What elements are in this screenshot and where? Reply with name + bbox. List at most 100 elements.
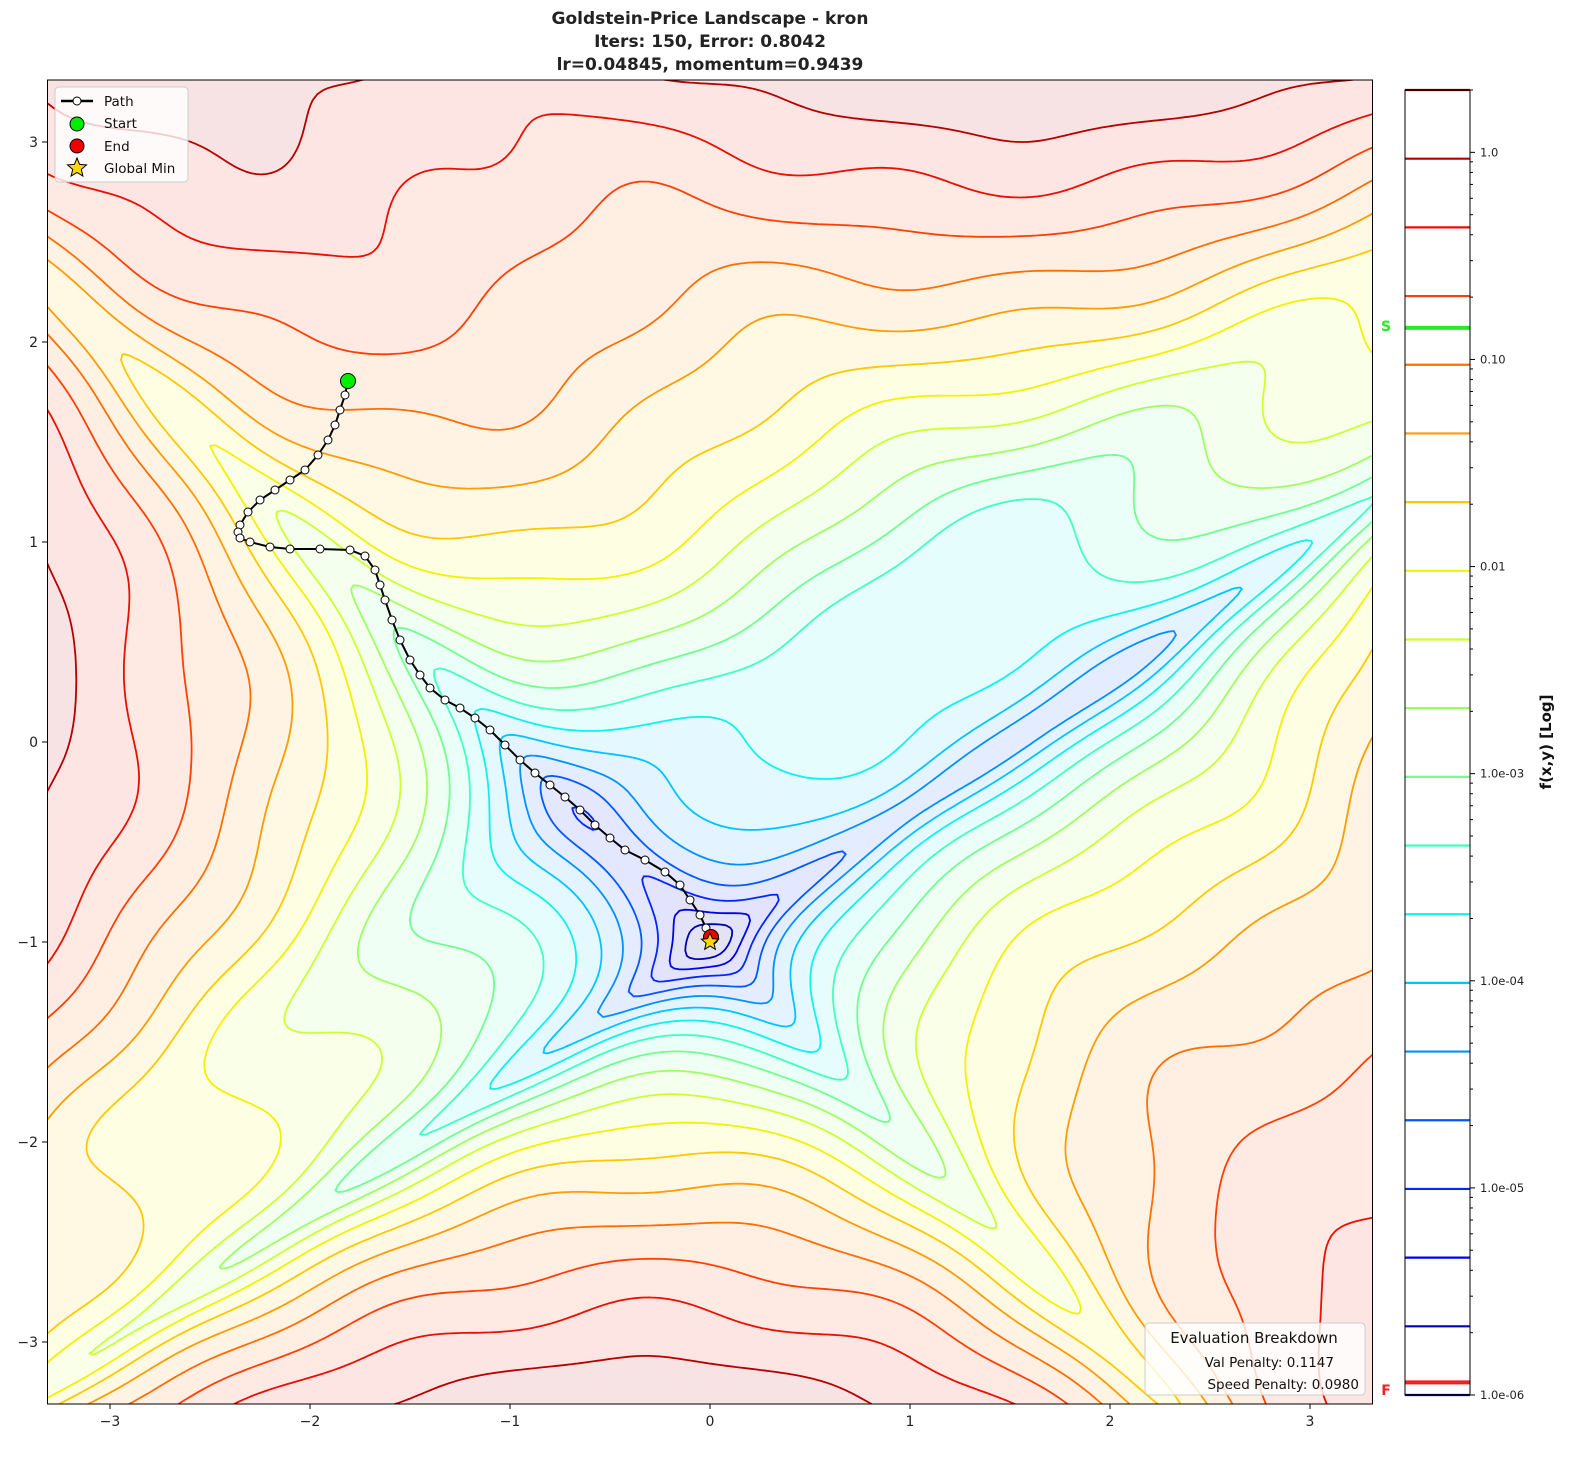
path-point xyxy=(300,465,310,475)
colorbar-tick-label: 0.10 xyxy=(1480,352,1506,366)
path-point xyxy=(330,420,340,430)
contour-level-16 xyxy=(47,146,1373,1404)
legend-path-label: Path xyxy=(104,94,134,110)
path-point xyxy=(313,450,323,460)
contour-level-8 xyxy=(419,496,1373,1136)
path-point xyxy=(455,703,465,713)
legend-start-label: Start xyxy=(104,116,137,132)
colorbar-tick-label: 1.0e-04 xyxy=(1480,974,1524,988)
path-point xyxy=(545,780,555,790)
optimizer-path xyxy=(233,373,720,951)
legend-box xyxy=(54,86,189,183)
path-point xyxy=(375,580,385,590)
path-point xyxy=(243,507,253,517)
colorbar-tick-label: 1.0e-05 xyxy=(1480,1181,1524,1195)
y-axis: −3 −2 −1 0 1 2 3 xyxy=(17,135,48,1351)
y-tick-label: 0 xyxy=(29,735,38,751)
contour-level-12 xyxy=(47,297,1373,1399)
plot-frame xyxy=(47,79,1373,1405)
path-point xyxy=(235,533,245,543)
path-point xyxy=(515,755,525,765)
path-point xyxy=(285,544,295,554)
path-point xyxy=(245,537,255,547)
chart-subtitle-iters: Iters: 150, Error: 0.8042 xyxy=(594,32,826,52)
y-tick-label: −2 xyxy=(17,1135,38,1151)
path-point xyxy=(335,405,345,415)
path-point xyxy=(415,670,425,680)
y-tick-label: −1 xyxy=(17,935,38,951)
colorbar-end-marker-label: F xyxy=(1381,1383,1391,1399)
contour-level-15 xyxy=(47,179,1373,1404)
path-point xyxy=(605,833,615,843)
contour-level-1 xyxy=(684,923,734,960)
legend-start-marker xyxy=(69,116,85,132)
legend-end-marker xyxy=(69,138,85,154)
path-point xyxy=(360,551,370,561)
y-tick-label: −3 xyxy=(17,1335,38,1351)
colorbar-frame xyxy=(1404,89,1471,1396)
contour-level-10 xyxy=(218,404,1373,1270)
chart-title: Goldstein-Price Landscape - kron xyxy=(552,9,869,29)
path-point xyxy=(323,435,333,445)
path-point xyxy=(640,855,650,865)
path-point xyxy=(485,725,495,735)
path-point xyxy=(380,595,390,605)
x-tick-label: 1 xyxy=(906,1414,915,1430)
legend: Path Start End Global Min xyxy=(54,86,189,183)
contour-level-11 xyxy=(88,360,1373,1356)
contour-level-6 xyxy=(498,586,1243,1055)
x-tick-label: −2 xyxy=(300,1414,321,1430)
colorbar-tick-label: 1.0e-03 xyxy=(1480,767,1524,781)
legend-path-marker xyxy=(72,96,82,106)
contour-level-4 xyxy=(539,775,847,998)
path-point xyxy=(660,867,670,877)
path-point xyxy=(590,820,600,830)
path-point xyxy=(340,390,350,400)
path-point xyxy=(685,895,695,905)
x-tick-label: 2 xyxy=(1106,1414,1115,1430)
path-point xyxy=(530,768,540,778)
evaluation-title: Evaluation Breakdown xyxy=(1170,1329,1338,1347)
global-min-star xyxy=(700,931,720,951)
path-point xyxy=(575,805,585,815)
colorbar-tick-label: 1.0e-06 xyxy=(1480,1388,1524,1402)
path-point xyxy=(285,475,295,485)
landscape-fill xyxy=(47,80,1372,1404)
path-point xyxy=(425,683,435,693)
path-point xyxy=(345,545,355,555)
path-point xyxy=(387,615,397,625)
contour-level-5 xyxy=(519,630,1177,1018)
path-point xyxy=(270,485,280,495)
contour-level-17 xyxy=(47,113,1373,1404)
contour-level-9 xyxy=(334,454,1373,1193)
colorbar-start-marker-label: S xyxy=(1381,319,1391,335)
colorbar: 1.0e-061.0e-051.0e-041.0e-030.010.101.0 … xyxy=(1381,88,1555,1402)
path-point xyxy=(265,542,275,552)
y-tick-label: 3 xyxy=(29,135,38,151)
evaluation-box: Evaluation Breakdown Val Penalty: 0.1147… xyxy=(1144,1322,1366,1396)
val-penalty: Val Penalty: 0.1147 xyxy=(1205,1355,1334,1371)
chart-subtitle-params: lr=0.04845, momentum=0.9439 xyxy=(557,55,864,75)
y-tick-label: 2 xyxy=(29,335,38,351)
speed-penalty: Speed Penalty: 0.0980 xyxy=(1207,1377,1359,1393)
x-axis: −3 −2 −1 0 1 2 3 xyxy=(100,1404,1314,1430)
contour-level-13 xyxy=(47,248,1373,1404)
path-point xyxy=(620,845,630,855)
contour-level-7 xyxy=(473,539,1314,1090)
legend-star-icon xyxy=(66,156,88,178)
x-tick-label: 0 xyxy=(706,1414,715,1430)
path-point xyxy=(695,910,705,920)
colorbar-body xyxy=(1405,90,1470,1395)
y-tick-label: 1 xyxy=(29,535,38,551)
x-tick-label: −3 xyxy=(100,1414,121,1430)
colorbar-tick-label: 0.01 xyxy=(1480,560,1506,574)
contour-level-14 xyxy=(47,212,1373,1404)
path-point xyxy=(255,495,265,505)
path-point xyxy=(405,655,415,665)
path-point xyxy=(395,635,405,645)
colorbar-label: f(x,y) [Log] xyxy=(1537,695,1555,790)
path-line xyxy=(236,380,711,936)
contour-level-2 xyxy=(668,908,751,971)
